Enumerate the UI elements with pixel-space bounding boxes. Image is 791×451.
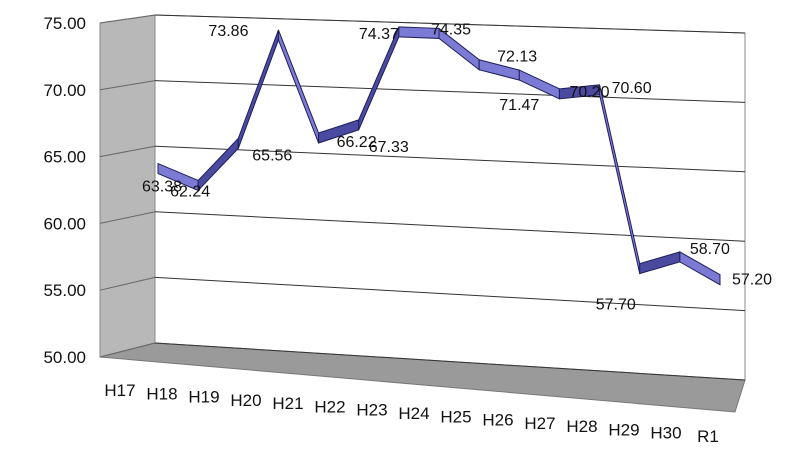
side-gridline — [99, 145, 156, 158]
y-tick-label: 50.00 — [43, 348, 86, 367]
data-label: 57.70 — [596, 297, 636, 314]
x-tick-label: H20 — [230, 391, 261, 410]
x-tick-label: H28 — [566, 417, 597, 436]
x-tick-label: R1 — [697, 427, 719, 446]
x-tick-label: H17 — [104, 381, 135, 400]
side-gridline — [99, 211, 156, 224]
data-label: 73.86 — [208, 23, 248, 40]
side-gridline — [99, 276, 156, 291]
data-label: 58.70 — [690, 241, 730, 258]
data-label: 71.47 — [499, 97, 539, 114]
x-tick-label: H29 — [608, 420, 639, 439]
side-gridline — [99, 14, 156, 24]
x-axis-tick-labels: H17 H18 H19 H20 H21 H22 H23 H24 H25 H26 H27 H28 H29 H… — [104, 381, 718, 446]
gridline — [154, 145, 746, 173]
y-tick-label: 60.00 — [43, 214, 86, 233]
data-label: 66.22 — [337, 134, 377, 151]
data-label: 65.56 — [252, 147, 292, 164]
gridline — [154, 14, 746, 34]
x-tick-label: H26 — [482, 411, 513, 430]
y-tick-label: 55.00 — [43, 281, 86, 300]
side-gridline — [99, 80, 156, 91]
data-label: 70.20 — [569, 84, 609, 101]
gridline — [154, 211, 746, 242]
gridline — [154, 342, 746, 381]
y-tick-label: 75.00 — [43, 14, 86, 33]
x-tick-label: H24 — [398, 404, 429, 423]
gridline — [154, 276, 746, 312]
data-ribbon — [157, 26, 721, 286]
data-label: 62.24 — [170, 183, 210, 200]
x-tick-label: H19 — [188, 388, 219, 407]
x-tick-label: H21 — [272, 394, 303, 413]
data-label: 63.38 — [142, 179, 182, 196]
x-tick-label: H25 — [440, 407, 471, 426]
y-axis-tick-labels: 50.00 55.00 60.00 65.00 70.00 75.00 — [43, 14, 86, 367]
data-label: 74.37 — [359, 26, 399, 43]
data-label: 74.35 — [431, 21, 471, 38]
x-tick-label: H22 — [314, 397, 345, 416]
chart-walls — [99, 14, 746, 413]
gridlines — [99, 14, 746, 381]
x-tick-label: H27 — [524, 414, 555, 433]
data-label: 67.33 — [369, 139, 409, 156]
back-wall — [154, 14, 746, 381]
x-tick-label: H18 — [146, 384, 177, 403]
data-label: 57.20 — [732, 272, 772, 289]
data-label: 70.60 — [612, 80, 652, 97]
x-tick-label: H30 — [650, 424, 681, 443]
side-gridline — [99, 342, 156, 358]
ribbon-segment — [679, 251, 721, 286]
gridline — [154, 80, 746, 103]
data-label: 72.13 — [497, 49, 537, 66]
y-tick-label: 65.00 — [43, 148, 86, 167]
x-tick-label: H23 — [356, 401, 387, 420]
y-tick-label: 70.00 — [43, 81, 86, 100]
